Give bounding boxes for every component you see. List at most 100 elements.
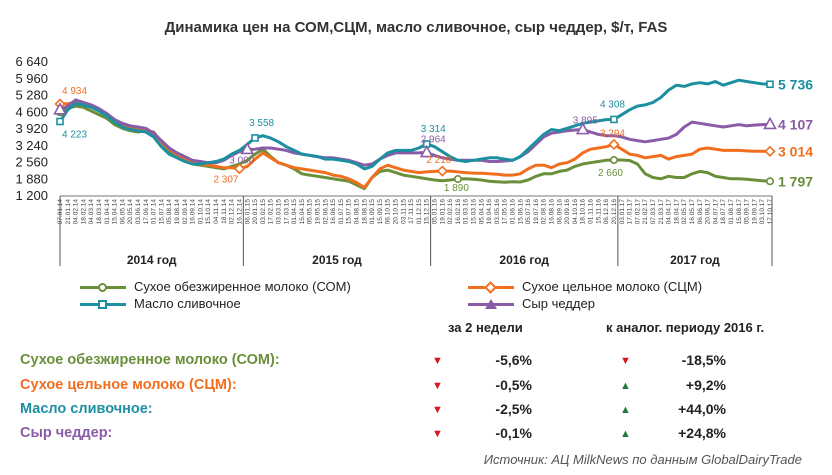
x-tick-label: 15.04.14 <box>112 199 119 225</box>
y-tick-label: 1 200 <box>15 188 48 203</box>
y-tick-label: 2 560 <box>15 155 48 170</box>
series-som-marker <box>453 175 462 184</box>
x-tick-label: 15.07.15 <box>346 199 353 225</box>
x-tick-label: 02.08.16 <box>541 199 548 225</box>
x-tick-label: 19.07.16 <box>533 199 540 225</box>
x-tick-label: 05.07.16 <box>525 199 532 225</box>
x-tick-label: 17.06.14 <box>143 199 150 225</box>
x-tick-label: 15.04.15 <box>299 199 306 225</box>
x-tick-label: 16.06.15 <box>330 199 337 225</box>
x-tick-label: 16.12.14 <box>236 199 243 225</box>
year-label: 2014 год <box>127 253 177 267</box>
end-value-label: 3 014 <box>778 143 813 159</box>
x-tick-label: 15.11.16 <box>595 199 602 224</box>
x-tick-label: 01.07.15 <box>338 199 345 225</box>
x-tick-label: 04.11.14 <box>213 199 220 224</box>
value-2weeks-som: -5,6% <box>495 352 532 368</box>
series-cheddar-marker <box>419 144 434 158</box>
legend-label-butter: Масло сливочное <box>134 296 241 311</box>
y-tick-label: 5 960 <box>15 71 48 86</box>
legend-item-butter: Масло сливочное <box>80 296 241 311</box>
x-tick-label: 06.10.15 <box>385 199 392 225</box>
end-value-label: 5 736 <box>778 76 813 92</box>
x-tick-label: 01.07.14 <box>151 199 158 225</box>
x-tick-label: 15.09.15 <box>377 199 384 225</box>
x-tick-label: 03.02.15 <box>260 199 267 225</box>
x-tick-label: 15.06.16 <box>517 199 524 225</box>
x-tick-label: 21.03.17 <box>658 199 665 225</box>
data-annotation: 1 890 <box>444 183 469 194</box>
x-tick-label: 18.03.14 <box>96 199 103 225</box>
series-butter-end-marker <box>766 80 774 89</box>
x-tick-label: 05.04.16 <box>478 199 485 225</box>
series-scm-marker <box>608 138 620 151</box>
legend-label-cheddar: Сыр чеддер <box>522 296 595 311</box>
x-tick-label: 15.10.14 <box>205 199 212 225</box>
arrow-down-icon: ▼ <box>620 355 631 367</box>
x-tick-label: 16.02.16 <box>455 199 462 225</box>
series-cheddar-marker <box>240 141 255 155</box>
x-tick-label: 04.07.17 <box>712 199 719 225</box>
legend-swatch-butter <box>80 299 126 311</box>
legend-swatch-scm <box>468 280 514 294</box>
x-tick-label: 05.01.16 <box>432 199 439 225</box>
x-tick-label: 17.10.17 <box>767 199 774 225</box>
x-tick-label: 04.08.15 <box>353 199 360 225</box>
row-label-cheddar: Сыр чеддер: <box>20 425 113 441</box>
data-annotation: 2 660 <box>598 168 623 179</box>
series-cheddar-line <box>58 98 772 167</box>
data-annotation: 3 558 <box>249 118 274 129</box>
x-tick-label: 06.06.17 <box>697 199 704 225</box>
x-tick-label: 01.04.14 <box>104 199 111 225</box>
x-tick-label: 04.02.14 <box>73 199 80 225</box>
x-tick-label: 02.05.17 <box>681 199 688 225</box>
x-tick-label: 20.06.17 <box>705 199 712 225</box>
x-tick-label: 19.09.17 <box>751 199 758 225</box>
x-tick-label: 04.04.17 <box>666 199 673 225</box>
value-2weeks-cheddar: -0,1% <box>495 425 532 441</box>
x-tick-label: 17.11.15 <box>408 199 415 224</box>
x-tick-label: 19.01.16 <box>439 199 446 225</box>
arrow-down-icon: ▼ <box>432 380 443 392</box>
y-tick-label: 6 640 <box>15 54 48 69</box>
data-annotation: 4 934 <box>62 86 87 97</box>
x-tick-label: 07.02.17 <box>634 199 641 225</box>
x-tick-label: 15.07.14 <box>158 199 165 225</box>
series-som-end-marker <box>765 177 774 186</box>
x-tick-label: 19.08.14 <box>174 199 181 225</box>
year-label: 2015 год <box>312 253 362 267</box>
value-yoy-scm: +9,2% <box>685 377 726 393</box>
x-tick-label: 20.05.14 <box>127 199 134 225</box>
x-tick-label: 21.01.14 <box>65 199 72 225</box>
row-label-butter: Масло сливочное: <box>20 401 153 417</box>
arrow-down-icon: ▼ <box>432 355 443 367</box>
x-tick-label: 16.05.17 <box>689 199 696 225</box>
x-tick-label: 02.12.14 <box>229 199 236 225</box>
x-tick-label: 01.06.16 <box>510 199 517 225</box>
series-scm-marker <box>233 163 246 175</box>
arrow-up-icon: ▲ <box>620 404 631 416</box>
end-value-label: 4 107 <box>778 116 813 132</box>
x-tick-label: 18.07.17 <box>720 199 727 225</box>
row-label-scm: Сухое цельное молоко (СЦМ): <box>20 377 237 393</box>
x-tick-label: 19.04.16 <box>486 199 493 225</box>
x-tick-label: 03.06.14 <box>135 199 142 225</box>
series-scm-marker <box>436 165 448 177</box>
x-tick-label: 02.09.14 <box>182 199 189 225</box>
x-tick-label: 15.08.17 <box>736 199 743 225</box>
series-butter-line <box>58 78 772 171</box>
x-tick-label: 20.01.15 <box>252 199 259 225</box>
data-annotation: 3 314 <box>421 124 446 135</box>
data-annotation: 2 210 <box>426 155 451 166</box>
data-annotation: 3 090 <box>229 155 254 166</box>
value-yoy-som: -18,5% <box>681 352 726 368</box>
x-tick-label: 06.01.15 <box>244 199 251 225</box>
x-tick-label: 03.01.17 <box>619 199 626 225</box>
x-tick-label: 06.05.14 <box>119 199 126 225</box>
data-annotation: 3 294 <box>600 128 625 139</box>
x-tick-label: 05.05.15 <box>307 199 314 225</box>
x-tick-label: 01.10.14 <box>197 199 204 225</box>
series-butter-marker <box>251 134 259 142</box>
x-tick-label: 05.09.17 <box>744 199 751 225</box>
